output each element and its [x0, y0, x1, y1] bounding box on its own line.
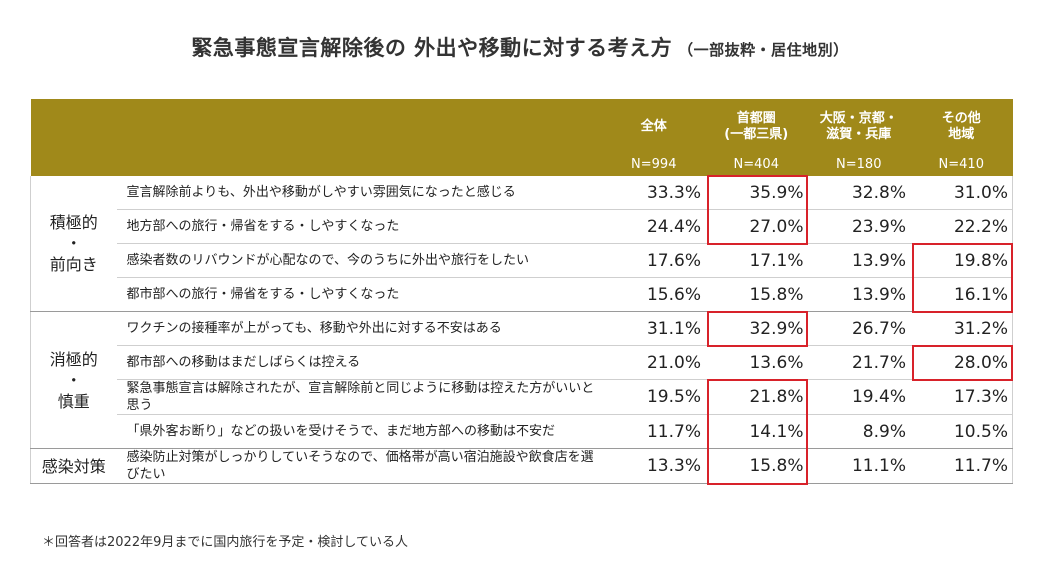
category-label-line: 積極的 [49, 213, 98, 232]
value-cell: 21.7% [807, 345, 910, 380]
value-cell: 15.6% [602, 277, 705, 312]
value-cell: 13.9% [807, 277, 910, 312]
value-cell: 33.3% [602, 176, 705, 210]
category-label: 感染対策 [30, 448, 117, 484]
category-label-line: ・ [65, 234, 82, 253]
value-cell: 19.5% [602, 379, 705, 415]
category-label-line: 感染対策 [41, 456, 106, 476]
column-header: 大阪・京都・ 滋賀・兵庫 [807, 99, 910, 154]
value-cell: 26.7% [807, 311, 910, 346]
question-text: 緊急事態宣言は解除されたが、宣言解除前と同じように移動は控えた方がいいと思う [116, 379, 603, 415]
value-cell: 31.2% [910, 311, 1013, 346]
category-label-line: 慎重 [57, 391, 90, 411]
header-row: 全体 首都圏 (一都三県) 大阪・京都・ 滋賀・兵庫 その他 地域 [30, 99, 1013, 154]
value-cell: 13.3% [602, 448, 705, 484]
table-row: 消極的・慎重 ワクチンの接種率が上がっても、移動や外出に対する不安はある 31.1%… [30, 311, 1013, 449]
question-text: ワクチンの接種率が上がっても、移動や外出に対する不安はある [116, 311, 603, 346]
value-cell: 10.5% [910, 414, 1013, 449]
table-row: 緊急事態宣言は解除されたが、宣言解除前と同じように移動は控えた方がいいと思う 19… [31, 379, 1013, 415]
column-header: その他 地域 [910, 99, 1013, 154]
value-cell: 19.4% [807, 379, 910, 415]
table-row: 都市部への旅行・帰省をする・しやすくなった 15.6% 15.8% 13.9% 16.1… [31, 277, 1013, 312]
table-row: 感染対策 感染防止対策がしっかりしていそうなので、価格帯が高い宿泊施設や飲食店を選… [30, 448, 1013, 484]
question-text: 地方部への旅行・帰省をする・しやすくなった [116, 209, 603, 244]
value-cell: 17.3% [910, 379, 1013, 415]
category-label: 積極的・前向き [30, 176, 117, 312]
value-cell: 23.9% [807, 209, 910, 244]
value-cell: 31.1% [602, 311, 705, 346]
value-cell: 13.9% [807, 243, 910, 278]
value-cell: 32.9% [705, 311, 808, 346]
column-header-line: (一都三県) [724, 126, 789, 142]
header-blank [30, 99, 117, 154]
header-blank [116, 99, 603, 154]
table-row: 積極的・前向き 宣言解除前よりも、外出や移動がしやすい雰囲気になったと感じる 33.… [30, 176, 1013, 312]
table-row: 感染者数のリバウンドが心配なので、今のうちに外出や旅行をしたい 17.6% 17.1… [31, 243, 1013, 278]
sample-size: N=404 [705, 154, 808, 176]
value-cell: 27.0% [705, 209, 808, 244]
column-header-line: 地域 [948, 126, 975, 142]
value-cell: 16.1% [910, 277, 1013, 312]
value-cell: 15.8% [705, 448, 808, 484]
value-cell: 11.7% [602, 414, 705, 449]
column-header: 全体 [602, 99, 705, 154]
value-cell: 14.1% [705, 414, 808, 449]
table-row: 「県外客お断り」などの扱いを受けそうで、まだ地方部への移動は不安だ 11.7% 14… [31, 414, 1013, 449]
value-cell: 22.2% [910, 209, 1013, 244]
value-cell: 21.8% [705, 379, 808, 415]
column-header-line: 大阪・京都・ [819, 110, 898, 126]
value-cell: 32.8% [807, 176, 910, 210]
category-label-line: 消極的 [49, 349, 98, 369]
category-label-line: ・ [65, 370, 82, 390]
value-cell: 31.0% [910, 176, 1013, 210]
data-table: 全体 首都圏 (一都三県) 大阪・京都・ 滋賀・兵庫 その他 地域 N=994 N=4… [30, 99, 1013, 484]
sample-size: N=180 [807, 154, 910, 176]
value-cell: 8.9% [807, 414, 910, 449]
question-text: 「県外客お断り」などの扱いを受けそうで、まだ地方部への移動は不安だ [116, 414, 603, 449]
header-blank [30, 154, 117, 176]
value-cell: 15.8% [705, 277, 808, 312]
column-header: 首都圏 (一都三県) [705, 99, 808, 154]
value-cell: 17.6% [602, 243, 705, 278]
table-row: 都市部への移動はまだしばらくは控える 21.0% 13.6% 21.7% 28.0% [31, 345, 1013, 380]
value-cell: 11.7% [910, 448, 1013, 484]
value-cell: 19.8% [910, 243, 1013, 278]
header-blank [116, 154, 603, 176]
sample-size: N=994 [602, 154, 705, 176]
value-cell: 21.0% [602, 345, 705, 380]
value-cell: 17.1% [705, 243, 808, 278]
value-cell: 24.4% [602, 209, 705, 244]
question-text: 感染防止対策がしっかりしていそうなので、価格帯が高い宿泊施設や飲食店を選びたい [116, 448, 603, 484]
value-cell: 35.9% [705, 176, 808, 210]
title-text: 緊急事態宣言解除後の 外出や移動に対する考え方 [191, 36, 673, 60]
value-cell: 28.0% [910, 345, 1013, 380]
sample-size-row: N=994 N=404 N=180 N=410 [30, 154, 1013, 176]
column-header-line: 首都圏 [736, 110, 776, 126]
question-text: 都市部への移動はまだしばらくは控える [116, 345, 603, 380]
column-header-line: 滋賀・兵庫 [826, 126, 892, 142]
category-label: 消極的・慎重 [30, 311, 117, 449]
question-text: 宣言解除前よりも、外出や移動がしやすい雰囲気になったと感じる [116, 176, 603, 210]
sample-size: N=410 [910, 154, 1013, 176]
value-cell: 13.6% [705, 345, 808, 380]
column-header-line: その他 [941, 110, 981, 126]
table-row: 地方部への旅行・帰省をする・しやすくなった 24.4% 27.0% 23.9% 22.2… [31, 209, 1013, 244]
question-text: 都市部への旅行・帰省をする・しやすくなった [116, 277, 603, 312]
footnote: ＊回答者は2022年9月までに国内旅行を予定・検討している人 [42, 535, 408, 550]
category-label-line: 前向き [49, 255, 98, 274]
value-cell: 11.1% [807, 448, 910, 484]
subtitle-text: （一部抜粋・居住地別） [678, 41, 849, 59]
question-text: 感染者数のリバウンドが心配なので、今のうちに外出や旅行をしたい [116, 243, 603, 278]
chart-title: 緊急事態宣言解除後の 外出や移動に対する考え方 （一部抜粋・居住地別） [0, 32, 1040, 62]
